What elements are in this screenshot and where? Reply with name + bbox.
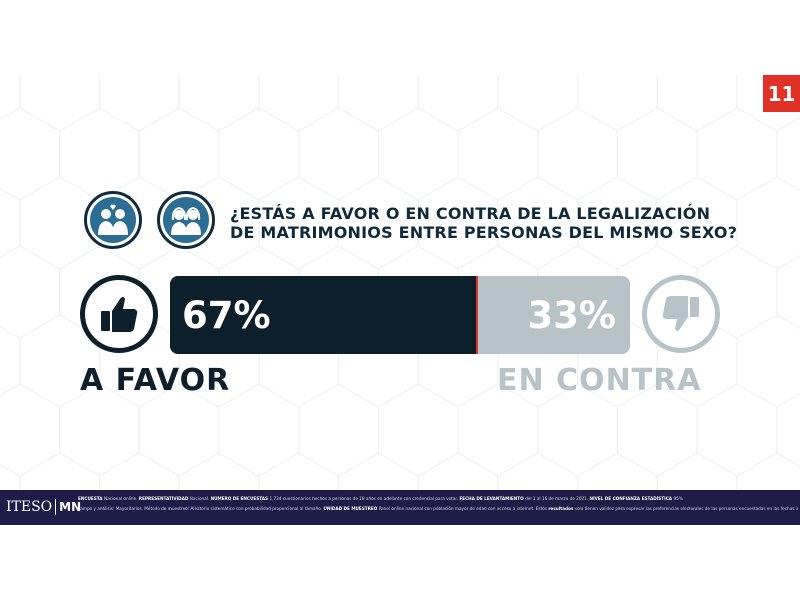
hexagon-outline — [218, 107, 300, 201]
hexagon-outline — [99, 75, 180, 132]
hexagon-outline — [616, 107, 698, 201]
methodology-key: FECHA DE LEVANTAMIENTO — [459, 496, 526, 501]
iteso-mn-logo: ITESO MN — [6, 496, 81, 518]
methodology-value: 1,734 cuestionarios hechos a personas de… — [269, 496, 460, 501]
methodology-value: Nacional online. — [103, 496, 139, 501]
footer-bar: ITESO MN ENCUESTA Nacional online. REPRE… — [0, 490, 800, 525]
female-couple-icon — [157, 191, 215, 249]
thumbs-down-icon — [642, 275, 720, 353]
hexagon-outline — [776, 254, 800, 330]
hexagon-outline — [656, 452, 738, 490]
hexagon-outline — [736, 314, 800, 408]
hexagon-outline — [298, 107, 379, 201]
methodology-value: 95% — [673, 496, 683, 501]
thumbs-up-icon — [80, 275, 158, 353]
methodology-line-2: campo y análisis: Mayoritarios. Método d… — [78, 506, 798, 512]
contra-label: EN CONTRA — [497, 363, 702, 398]
hexagon-outline — [696, 107, 778, 201]
methodology-key: resultados — [548, 506, 575, 511]
hexagon-outline — [59, 107, 140, 201]
hexagon-outline — [417, 75, 499, 132]
methodology-value: del 1 al 16 de marzo de 2021. — [525, 496, 590, 501]
hexagon-outline — [577, 75, 658, 132]
slide: 11 ¿ESTÁS A FAVOR O EN CONTRA DE — [0, 75, 800, 525]
methodology-key: ENCUESTA — [78, 496, 104, 501]
survey-question: ¿ESTÁS A FAVOR O EN CONTRA DE LA LEGALIZ… — [230, 204, 750, 242]
hexagon-outline — [0, 75, 21, 121]
hexagon-outline — [776, 116, 800, 192]
hexagon-outline — [497, 452, 579, 490]
logo-iteso: ITESO — [6, 499, 53, 515]
hexagon-outline — [497, 75, 579, 132]
methodology-key: NIVEL DE CONFIANZA ESTADÍSTICA — [589, 496, 674, 501]
hexagon-outline — [298, 383, 379, 477]
hexagon-outline — [696, 383, 778, 477]
methodology-key: NÚMERO DE ENCUESTAS — [210, 496, 270, 501]
hexagon-outline — [138, 107, 220, 201]
favor-bar-fill — [170, 276, 479, 354]
hexagon-outline — [0, 107, 61, 201]
hexagon-outline — [178, 452, 260, 490]
question-line-1: ¿ESTÁS A FAVOR O EN CONTRA DE LA LEGALIZ… — [230, 204, 711, 223]
hexagon-outline — [0, 463, 21, 490]
hexagon-outline — [656, 75, 738, 132]
methodology-value: solo tienen validez para expresar las pr… — [574, 506, 798, 511]
methodology-key: REPRESENTATIVIDAD — [138, 496, 190, 501]
hexagon-outline — [338, 75, 419, 132]
hexagon-outline — [457, 107, 539, 201]
favor-label: A FAVOR — [80, 363, 231, 398]
logo-separator — [55, 499, 57, 515]
hexagon-outline — [776, 392, 800, 468]
page-number-badge: 11 — [763, 75, 800, 112]
contra-percentage: 33% — [527, 294, 616, 337]
methodology-value: Estos — [535, 506, 549, 511]
result-bar: 67% 33% — [170, 276, 630, 354]
methodology-value: campo y análisis: Mayoritarios. Método d… — [78, 506, 324, 511]
hexagon-outline — [218, 383, 300, 477]
hexagon-outline — [577, 452, 658, 490]
methodology-line-1: ENCUESTA Nacional online. REPRESENTATIVI… — [78, 496, 798, 502]
hexagon-outline — [377, 383, 459, 477]
hexagon-outline — [0, 383, 61, 477]
methodology-value: Nacional. — [189, 496, 211, 501]
male-couple-icon — [84, 191, 142, 249]
methodology-value: Panel online nacional con población mayo… — [378, 506, 536, 511]
hexagon-outline — [99, 452, 180, 490]
question-line-2: DE MATRIMONIOS ENTRE PERSONAS DEL MISMO … — [230, 223, 738, 242]
hexagon-outline — [537, 107, 618, 201]
favor-percentage: 67% — [182, 294, 271, 337]
hexagon-outline — [178, 75, 260, 132]
hexagon-outline — [258, 75, 339, 132]
hexagon-outline — [377, 107, 459, 201]
hexagon-outline — [338, 452, 419, 490]
logo-mn: MN — [59, 500, 82, 514]
methodology-key: UNIDAD DE MUESTREO — [323, 506, 379, 511]
hexagon-outline — [736, 452, 800, 490]
hexagon-outline — [417, 452, 499, 490]
hexagon-outline — [19, 452, 100, 490]
hexagon-outline — [0, 245, 61, 339]
hexagon-outline — [19, 75, 100, 132]
hexagon-outline — [258, 452, 339, 490]
